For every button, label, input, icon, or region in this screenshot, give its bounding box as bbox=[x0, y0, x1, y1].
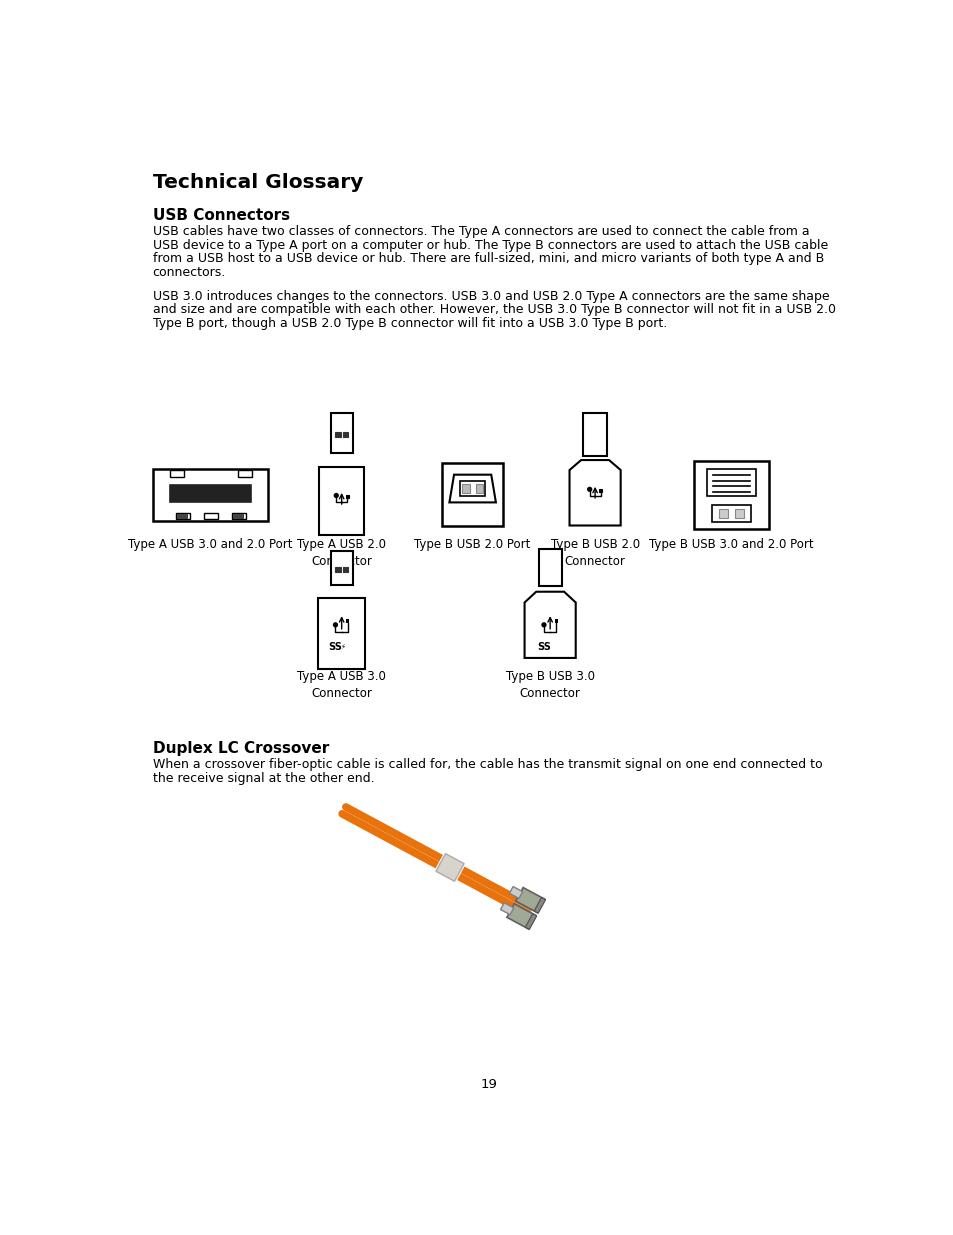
Text: ⚡: ⚡ bbox=[340, 645, 345, 650]
Text: SS: SS bbox=[537, 642, 550, 652]
Circle shape bbox=[334, 622, 337, 626]
Bar bbox=[516, 888, 544, 913]
Bar bbox=[500, 903, 514, 915]
Bar bbox=[335, 567, 340, 572]
Bar bbox=[711, 505, 750, 521]
Bar bbox=[534, 898, 545, 913]
Text: Type B USB 3.0
Connector: Type B USB 3.0 Connector bbox=[505, 671, 594, 700]
Text: 19: 19 bbox=[480, 1078, 497, 1091]
Text: and size and are compatible with each other. However, the USB 3.0 Type B connect: and size and are compatible with each ot… bbox=[152, 304, 835, 316]
Bar bbox=[442, 463, 502, 526]
Bar bbox=[694, 461, 768, 529]
Circle shape bbox=[587, 488, 591, 492]
Text: from a USB host to a USB device or hub. There are full-sized, mini, and micro va: from a USB host to a USB device or hub. … bbox=[152, 252, 823, 266]
Text: connectors.: connectors. bbox=[152, 266, 226, 279]
Text: USB device to a Type A port on a computer or hub. The Type B connectors are used: USB device to a Type A port on a compute… bbox=[152, 238, 827, 252]
Bar bbox=[177, 514, 188, 519]
Bar bbox=[331, 551, 353, 585]
Bar bbox=[342, 432, 348, 437]
Polygon shape bbox=[436, 853, 463, 882]
Bar bbox=[346, 620, 349, 622]
Text: SS: SS bbox=[328, 642, 342, 652]
Bar bbox=[555, 620, 558, 622]
Bar bbox=[318, 598, 365, 668]
Text: Type B USB 2.0 Port: Type B USB 2.0 Port bbox=[414, 537, 530, 551]
Bar bbox=[319, 467, 364, 535]
Bar bbox=[525, 914, 537, 930]
Bar bbox=[153, 468, 268, 521]
Bar bbox=[175, 514, 190, 520]
Bar bbox=[459, 480, 484, 496]
Circle shape bbox=[541, 622, 545, 626]
Polygon shape bbox=[524, 592, 575, 658]
Bar bbox=[335, 432, 340, 437]
Polygon shape bbox=[569, 461, 620, 526]
Bar bbox=[719, 509, 728, 517]
Text: USB 3.0 introduces changes to the connectors. USB 3.0 and USB 2.0 Type A connect: USB 3.0 introduces changes to the connec… bbox=[152, 290, 828, 303]
Bar bbox=[506, 904, 536, 929]
Bar bbox=[476, 484, 483, 493]
Bar bbox=[509, 887, 522, 898]
Bar bbox=[237, 469, 252, 477]
Text: USB cables have two classes of connectors. The Type A connectors are used to con: USB cables have two classes of connector… bbox=[152, 225, 808, 238]
Bar bbox=[331, 412, 353, 453]
Text: Type A USB 3.0
Connector: Type A USB 3.0 Connector bbox=[297, 671, 386, 700]
Text: Type B USB 2.0
Connector: Type B USB 2.0 Connector bbox=[550, 537, 639, 568]
Polygon shape bbox=[449, 474, 496, 503]
Text: When a crossover fiber-optic cable is called for, the cable has the transmit sig: When a crossover fiber-optic cable is ca… bbox=[152, 758, 821, 771]
Bar bbox=[537, 550, 561, 587]
Text: Duplex LC Crossover: Duplex LC Crossover bbox=[152, 741, 329, 756]
Circle shape bbox=[334, 494, 337, 498]
Bar bbox=[583, 412, 606, 456]
Bar bbox=[233, 514, 244, 519]
Bar bbox=[171, 484, 251, 501]
Text: Technical Glossary: Technical Glossary bbox=[152, 173, 362, 191]
Bar bbox=[232, 514, 245, 520]
Bar bbox=[461, 484, 469, 493]
Text: Type A USB 2.0
Connector: Type A USB 2.0 Connector bbox=[297, 537, 386, 568]
Bar bbox=[342, 567, 348, 572]
Bar bbox=[598, 489, 601, 492]
Bar bbox=[345, 495, 348, 498]
Bar bbox=[707, 468, 755, 496]
Bar bbox=[734, 509, 743, 517]
Bar bbox=[170, 469, 183, 477]
Text: Type A USB 3.0 and 2.0 Port: Type A USB 3.0 and 2.0 Port bbox=[129, 537, 293, 551]
Text: Type B port, though a USB 2.0 Type B connector will fit into a USB 3.0 Type B po: Type B port, though a USB 2.0 Type B con… bbox=[152, 317, 666, 330]
Bar bbox=[204, 514, 217, 520]
Text: Type B USB 3.0 and 2.0 Port: Type B USB 3.0 and 2.0 Port bbox=[648, 537, 813, 551]
Text: USB Connectors: USB Connectors bbox=[152, 209, 290, 224]
Text: the receive signal at the other end.: the receive signal at the other end. bbox=[152, 772, 374, 784]
